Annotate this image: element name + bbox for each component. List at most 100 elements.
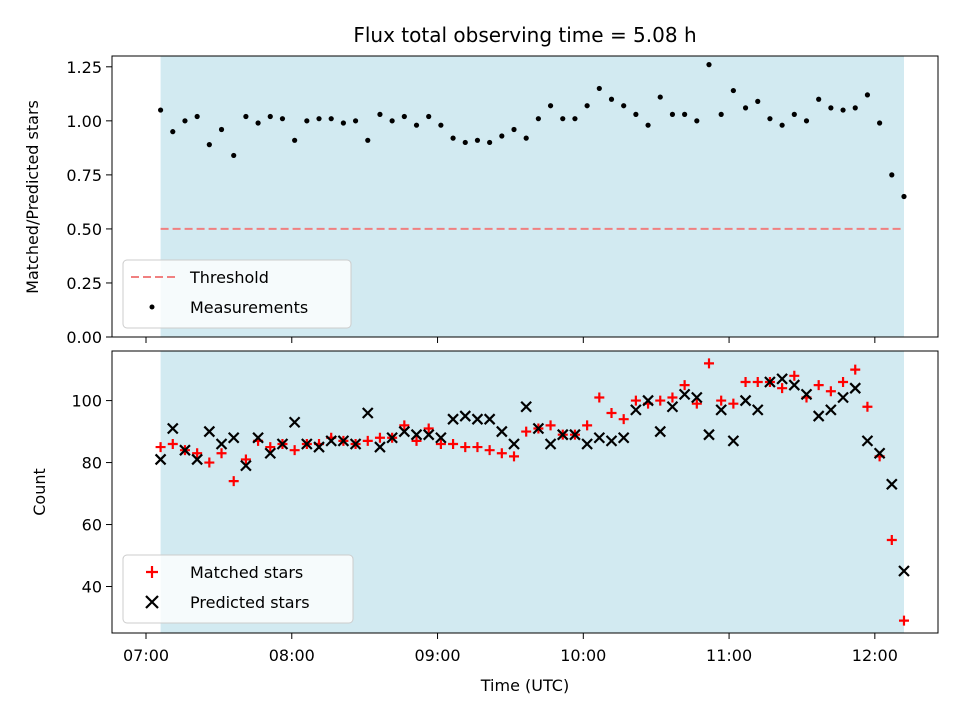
ratio-legend-box: [122, 259, 352, 329]
predicted-star-point: [215, 438, 228, 450]
matched-star-point: [509, 451, 520, 462]
matched-star-point: [582, 420, 593, 431]
measurement-point: [426, 113, 432, 120]
matched-star-point: [155, 442, 166, 453]
predicted-star-point: [435, 431, 447, 444]
y-tick-label: 80: [82, 454, 102, 473]
ratio-y-ticks: 0.00 0.25 0.50 0.75 1.00 1.25: [66, 58, 112, 347]
predicted-star-point: [276, 438, 289, 450]
measurement-point: [852, 105, 858, 111]
measurement-point: [206, 142, 212, 148]
legend-matched-swatch: [146, 566, 158, 578]
measurement-point: [840, 107, 846, 113]
predicted-star-point: [544, 438, 557, 450]
predicted-star-point: [179, 444, 191, 456]
predicted-star-point: [483, 413, 496, 425]
count-legend-box: [122, 554, 354, 624]
measurement-point: [572, 116, 578, 122]
count-x-ticks: 07:00 08:00 09:00 10:00 11:00 12:00: [123, 633, 898, 665]
predicted-star-point: [325, 435, 337, 447]
measurement-point: [535, 116, 541, 122]
matched-star-point: [204, 457, 215, 468]
measurement-point: [316, 116, 322, 122]
measurement-point: [547, 103, 554, 109]
legend-measurements-label: Measurements: [190, 298, 308, 317]
measurement-point: [889, 172, 895, 178]
matched-star-point: [777, 383, 788, 394]
predicted-star-point: [386, 431, 398, 444]
predicted-star-point: [496, 425, 508, 438]
predicted-star-point: [886, 478, 898, 491]
measurement-point: [328, 116, 334, 122]
predicted-star-point: [666, 401, 679, 413]
measurement-point: [901, 193, 907, 200]
measurement-point: [474, 137, 481, 143]
matched-star-point: [716, 395, 727, 406]
predicted-star-point: [678, 388, 691, 401]
matched-star-point: [289, 445, 300, 456]
x-tick-label: 08:00: [269, 646, 315, 665]
measurement-point: [877, 120, 883, 126]
x-tick-label: 10:00: [560, 646, 606, 665]
predicted-star-point: [349, 438, 362, 450]
predicted-star-point: [337, 435, 350, 447]
predicted-star-point: [703, 428, 715, 441]
predicted-star-point: [166, 422, 179, 435]
measurement-point: [816, 96, 822, 102]
y-tick-label: 0.25: [66, 274, 102, 293]
predicted-star-point: [203, 425, 216, 438]
matched-star-point: [411, 435, 422, 446]
measurement-point: [157, 107, 164, 113]
matched-star-point: [216, 448, 227, 459]
matched-star-point: [740, 376, 751, 387]
predicted-star-point: [410, 428, 423, 441]
predicted-star-point: [252, 431, 264, 444]
ratio-x-ticks: [145, 337, 876, 343]
measurement-point: [182, 118, 188, 124]
chart-title: Flux total observing time = 5.08 h: [353, 23, 696, 47]
matched-star-point: [240, 454, 251, 465]
measurement-point: [304, 118, 310, 124]
x-tick-label: 09:00: [414, 646, 460, 665]
predicted-star-point: [630, 404, 642, 416]
y-tick-label: 1.00: [66, 112, 102, 131]
measurement-point: [279, 116, 286, 122]
matched-star-point: [898, 615, 909, 626]
legend-measurements-swatch: [149, 304, 155, 310]
measurement-point: [377, 111, 383, 117]
x-tick-label: 12:00: [852, 646, 898, 665]
predicted-star-point: [605, 435, 618, 447]
measurement-point: [243, 113, 249, 120]
predicted-star-point: [642, 394, 654, 407]
predicted-star-point: [825, 404, 837, 416]
x-tick-label: 11:00: [706, 646, 752, 665]
ratio-plot-frame: [111, 55, 939, 338]
matched-star-point: [691, 398, 702, 409]
matched-star-point: [862, 401, 873, 412]
y-tick-label: 0.00: [66, 328, 102, 347]
measurement-point: [499, 133, 505, 139]
predicted-star-point: [240, 459, 252, 472]
legend-predicted-label: Predicted stars: [190, 593, 310, 612]
matched-star-point: [399, 420, 410, 431]
matched-star-point: [265, 442, 276, 453]
predicted-star-point: [301, 438, 313, 450]
matched-star-point: [167, 438, 178, 449]
measurement-point: [584, 103, 590, 109]
measurement-point: [511, 126, 517, 133]
predicted-star-point: [532, 422, 545, 435]
measurement-point: [340, 120, 346, 126]
predicted-star-point: [873, 447, 886, 460]
measurement-point: [718, 111, 724, 117]
count-y-ticks: 40 60 80 100: [71, 392, 112, 597]
measurement-point: [755, 98, 761, 104]
legend-predicted-swatch: [145, 595, 159, 609]
matched-star-point: [496, 448, 507, 459]
measurement-point: [267, 113, 273, 120]
predicted-star-point: [593, 431, 606, 444]
matched-star-point: [630, 395, 641, 406]
measurement-point: [791, 111, 797, 117]
predicted-star-point: [812, 410, 825, 422]
measurement-point: [389, 118, 395, 124]
